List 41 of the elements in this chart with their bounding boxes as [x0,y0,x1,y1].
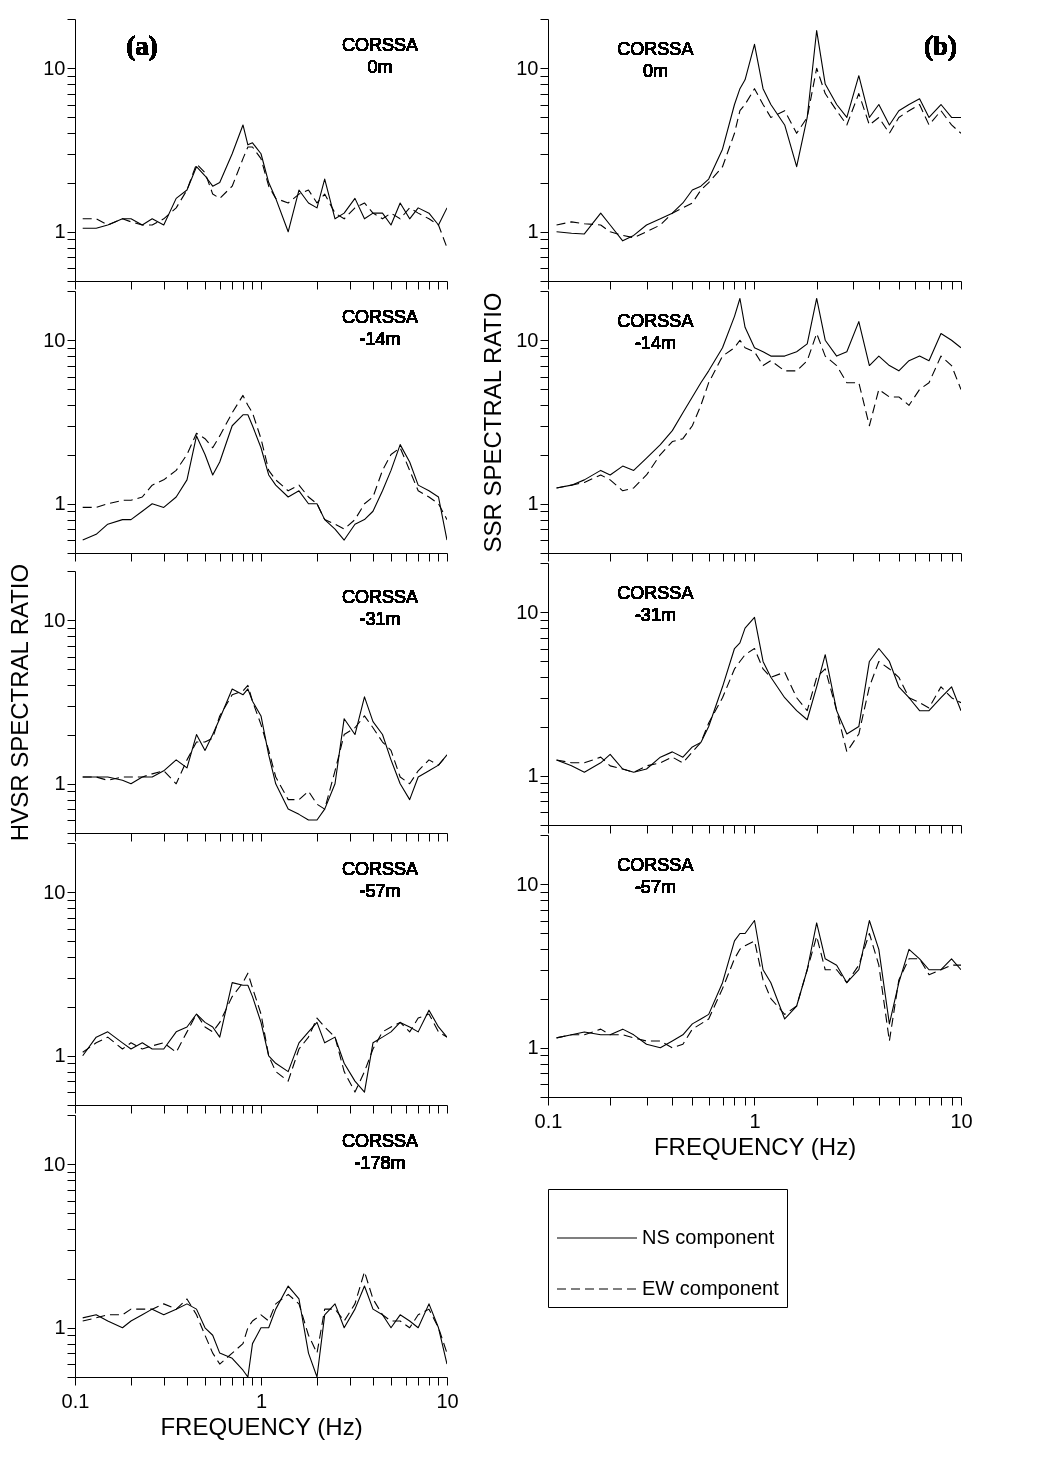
y-tick-label: 1 [527,220,539,243]
y-tick-label: 10 [43,1152,66,1175]
y-tick-label: 10 [516,872,539,895]
annotation: (b) [924,31,957,61]
y-tick-label: 10 [516,600,539,623]
annotation: CORSSA -31m [342,587,419,629]
annotation: CORSSA -57m [342,859,419,901]
legend-label: EW component [642,1277,780,1299]
y-tick-label: 1 [54,1044,66,1067]
y-axis-title: HVSR SPECTRAL RATIO [6,563,34,842]
y-tick-label: 10 [43,328,66,351]
y-tick-label: 1 [54,220,66,243]
x-tick-label: 1 [255,1389,268,1412]
y-axis-title: SSR SPECTRAL RATIO [479,292,507,553]
annotation: CORSSA -178m [342,1131,419,1173]
annotation: CORSSA -31m [617,583,694,625]
x-axis-title: FREQUENCY (Hz) [653,1132,857,1160]
annotation: CORSSA 0m [342,35,419,77]
annotation: CORSSA -14m [617,311,694,353]
y-tick-label: 10 [43,880,66,903]
y-tick-label: 10 [43,608,66,631]
y-tick-label: 1 [54,492,66,515]
annotation: CORSSA -57m [617,855,694,897]
y-tick-label: 1 [527,764,539,787]
legend-label: NS component [642,1226,775,1248]
x-tick-label: 1 [749,1109,761,1132]
x-tick-label: 10 [436,1389,459,1412]
x-axis-title: FREQUENCY (Hz) [160,1412,363,1440]
y-tick-label: 1 [54,772,66,795]
x-tick-label: 0.1 [534,1109,563,1132]
y-tick-label: 1 [527,492,539,515]
y-tick-label: 1 [527,1036,539,1059]
annotation: CORSSA -14m [342,307,419,349]
x-tick-label: 0.1 [61,1389,90,1412]
annotation: CORSSA 0m [617,39,694,81]
y-tick-label: 10 [516,56,539,79]
annotation: (a) [126,31,158,61]
y-tick-label: 10 [43,56,66,79]
x-tick-label: 10 [950,1109,973,1132]
y-tick-label: 10 [516,328,539,351]
y-tick-label: 1 [54,1316,66,1339]
